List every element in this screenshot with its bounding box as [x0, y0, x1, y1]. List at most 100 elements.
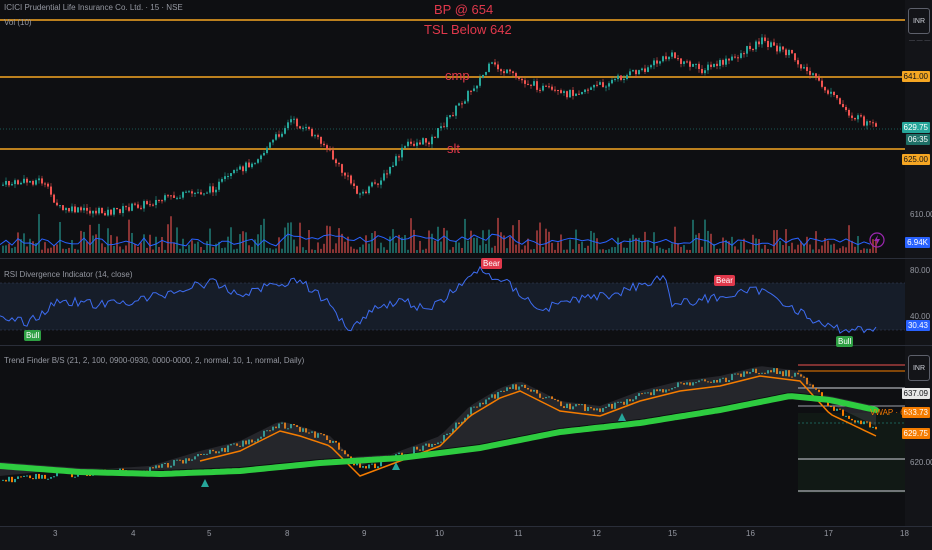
candle [167, 462, 169, 468]
bear-badge: Bear [714, 275, 735, 286]
candle [614, 79, 616, 81]
candle [200, 453, 202, 455]
candle [749, 46, 751, 50]
candle [743, 53, 745, 55]
candle [647, 392, 649, 394]
candle [539, 393, 541, 398]
candle [275, 426, 277, 429]
volume-bar [461, 247, 463, 253]
volume-bar [758, 239, 760, 253]
trend-finder-pane[interactable] [0, 346, 905, 526]
volume-bar [743, 238, 745, 253]
pane-divider[interactable] [0, 345, 932, 346]
candle [872, 426, 874, 428]
volume-bar [656, 245, 658, 253]
candle [341, 164, 343, 173]
price-tag-625[interactable]: 625.00 [901, 154, 930, 165]
candle [419, 142, 421, 145]
candle [404, 146, 406, 148]
candle [167, 195, 169, 197]
candle [536, 389, 538, 394]
candle [611, 403, 613, 409]
time-axis-divider [0, 526, 932, 527]
volume-bar [659, 247, 661, 253]
volume-bar [704, 219, 706, 253]
candle [674, 387, 676, 389]
candle [242, 166, 244, 172]
candle [494, 394, 496, 399]
candle [62, 205, 64, 211]
candle [161, 463, 163, 468]
candle [356, 462, 358, 466]
candle [56, 471, 58, 477]
trend-legend[interactable]: Trend Finder B/S (21, 2, 100, 0900-0930,… [4, 356, 305, 365]
volume-bar [374, 231, 376, 253]
currency-button[interactable]: INR [908, 8, 930, 34]
candle [233, 170, 235, 174]
candle [92, 210, 94, 214]
candle [122, 468, 124, 471]
candle [479, 77, 481, 86]
volume-bar [266, 247, 268, 253]
candle [371, 463, 373, 465]
candle [794, 372, 796, 377]
volume-tag[interactable]: 6.94K [905, 237, 930, 248]
candle [5, 181, 7, 185]
volume-bar [626, 247, 628, 253]
rsi-value-tag[interactable]: 30.43 [905, 320, 930, 331]
volume-bar [821, 245, 823, 253]
candle [716, 63, 718, 66]
candle [416, 142, 418, 146]
currency-button[interactable]: INR [908, 355, 930, 381]
volume-bar [254, 239, 256, 253]
volume-bar [185, 249, 187, 253]
candle [227, 445, 229, 453]
candle [527, 83, 529, 85]
candle [272, 139, 274, 143]
pane-divider[interactable] [0, 258, 932, 259]
candle [347, 454, 349, 457]
volume-bar [284, 227, 286, 253]
candle [680, 382, 682, 384]
alert-flash-icon[interactable] [869, 232, 885, 248]
price-tag-629[interactable]: 629.75 [901, 122, 930, 133]
candle [155, 199, 157, 206]
candle [719, 60, 721, 66]
candle [668, 56, 670, 60]
candle [176, 197, 178, 199]
rsi-legend[interactable]: RSI Divergence Indicator (14, close) [4, 270, 133, 279]
candle [608, 83, 610, 87]
volume-legend[interactable]: Vol (10) [4, 18, 32, 27]
volume-bar [65, 249, 67, 253]
candle [401, 452, 403, 457]
volume-bar [515, 244, 517, 253]
volume-bar [629, 238, 631, 253]
candle [596, 408, 598, 411]
candle [593, 84, 595, 88]
volume-bar [128, 219, 130, 253]
candle [332, 440, 334, 443]
volume-bar [662, 248, 664, 253]
price-tag-641[interactable]: 641.00 [901, 71, 930, 82]
trend-tag-637[interactable]: 637.09 [901, 388, 930, 399]
candle [53, 194, 55, 203]
candle [818, 77, 820, 81]
volume-bar [458, 242, 460, 253]
candle [407, 141, 409, 147]
candle [338, 442, 340, 450]
candle [512, 71, 514, 74]
candle [80, 207, 82, 211]
volume-bar [806, 236, 808, 253]
candle [86, 207, 88, 211]
candle [797, 60, 799, 65]
candle [563, 406, 565, 409]
trend-tag-629[interactable]: 629.75 [901, 428, 930, 439]
trend-tag-633[interactable]: 633.73 [901, 407, 930, 418]
buy-arrow-icon [618, 413, 626, 421]
volume-bar [869, 248, 871, 253]
volume-bar [665, 249, 667, 253]
candle [5, 479, 7, 482]
candle [245, 440, 247, 445]
symbol-legend[interactable]: ICICI Prudential Life Insurance Co. Ltd.… [4, 3, 183, 12]
